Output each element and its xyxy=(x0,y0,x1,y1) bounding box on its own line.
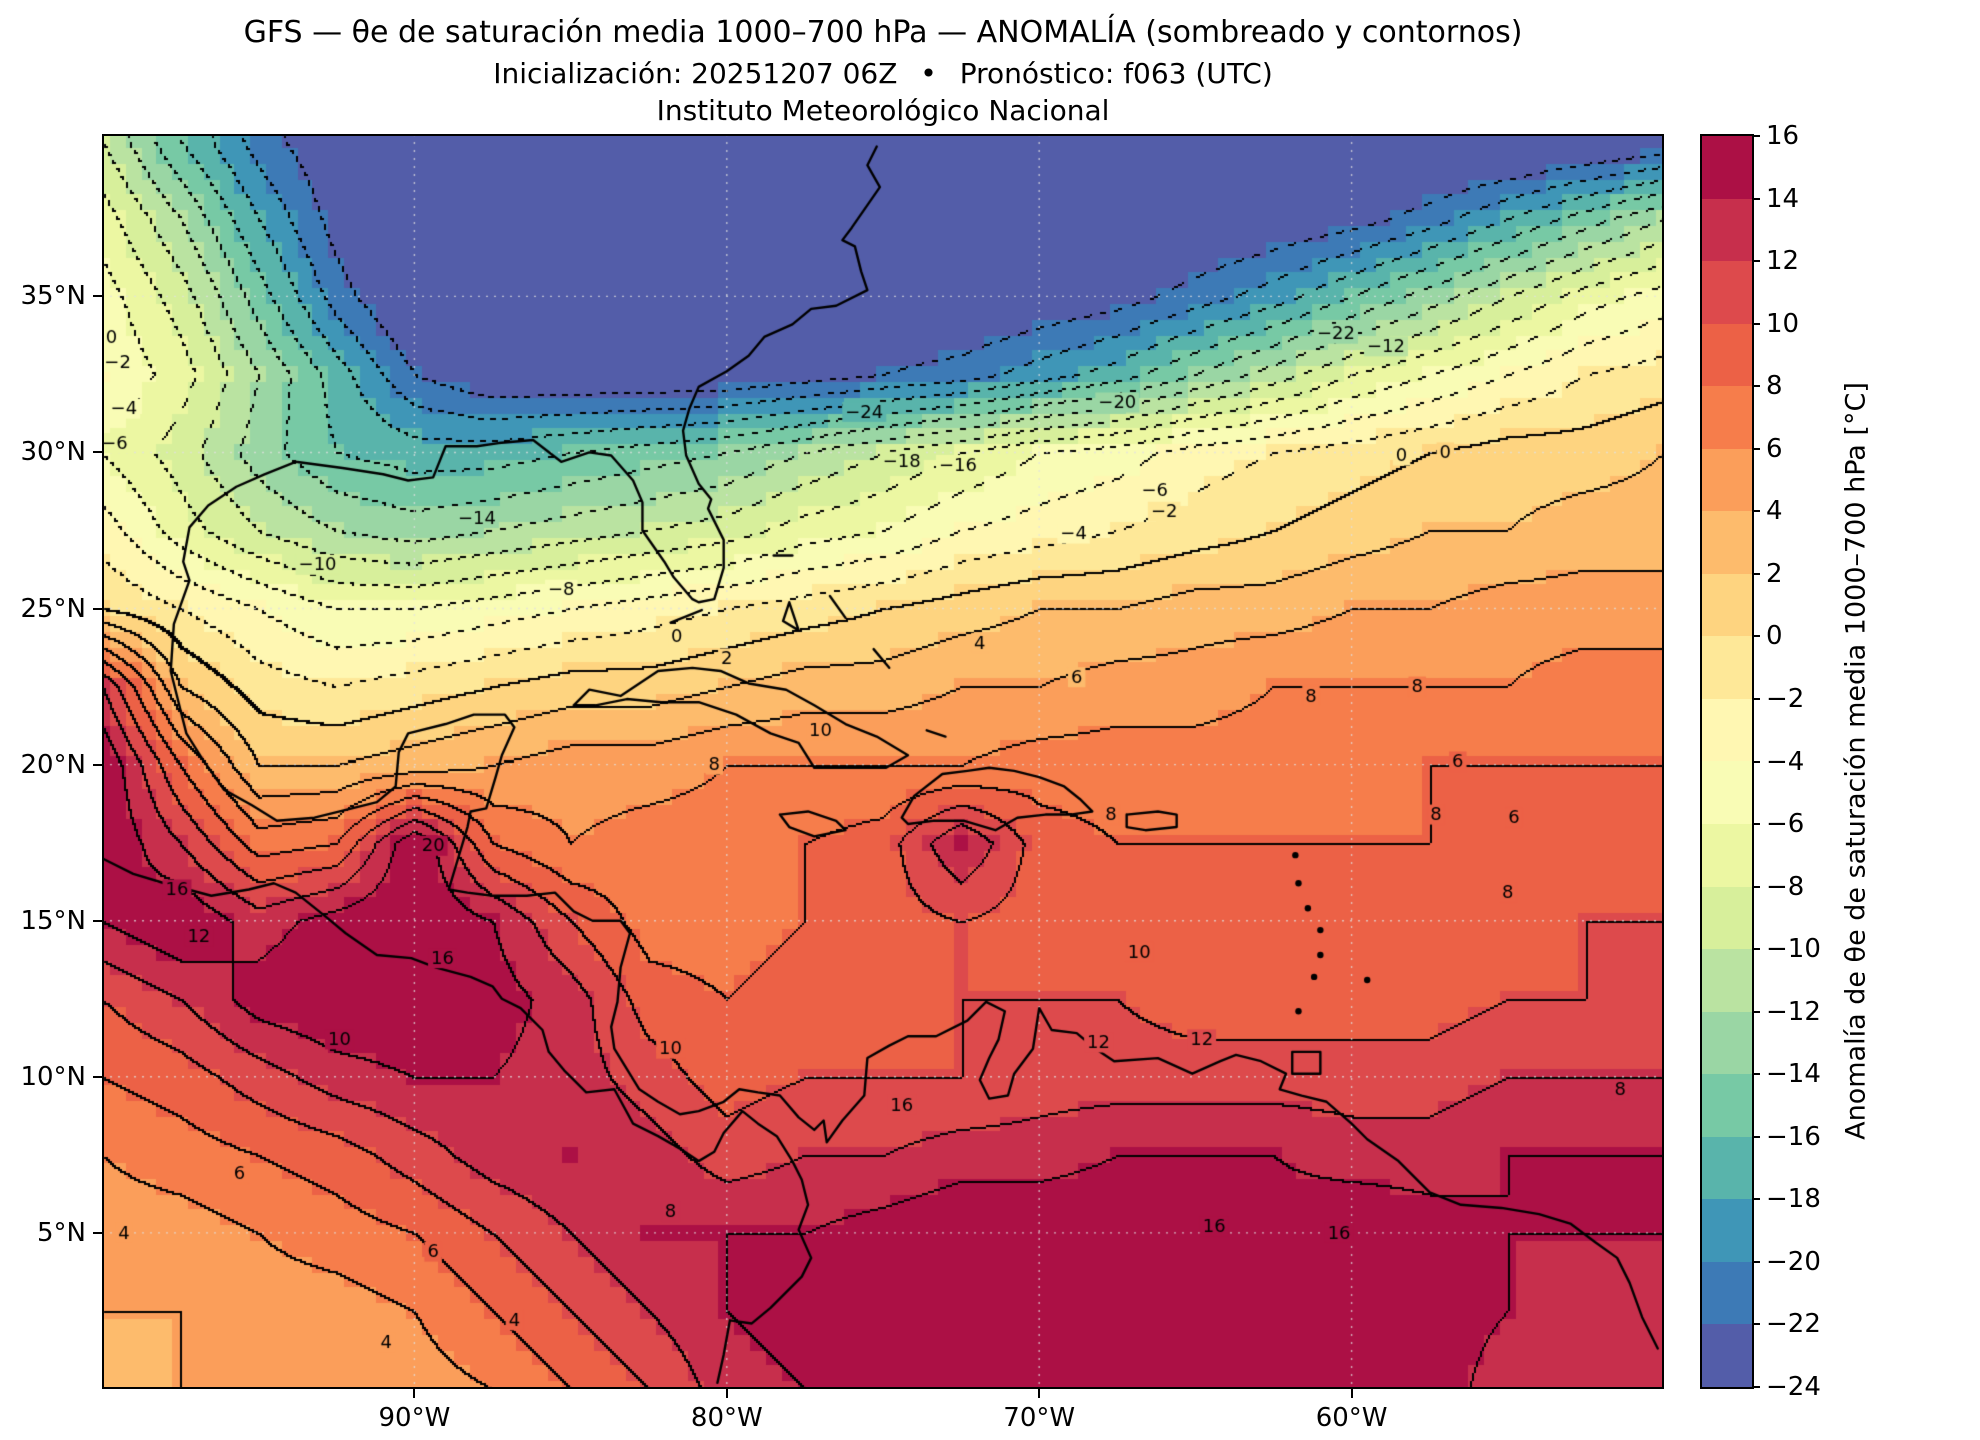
colorbar-tickmark xyxy=(1752,823,1760,826)
colorbar-swatch xyxy=(1702,1074,1752,1137)
colorbar-tick-label: 14 xyxy=(1766,183,1800,214)
colorbar-tick-label: 16 xyxy=(1766,121,1800,151)
colorbar-swatch xyxy=(1702,511,1752,574)
plot-subtitle: Inicialización: 20251207 06Z • Pronóstic… xyxy=(493,56,1273,90)
x-axis-tickmark xyxy=(725,1389,728,1398)
colorbar-swatch xyxy=(1702,136,1752,199)
colorbar-swatch xyxy=(1702,824,1752,887)
y-axis-tick-label: 30°N xyxy=(20,437,86,468)
colorbar-tickmark xyxy=(1752,1073,1760,1076)
colorbar-swatch xyxy=(1702,198,1752,262)
colorbar-tickmark xyxy=(1752,260,1760,263)
colorbar-swatch xyxy=(1702,698,1752,762)
y-axis-tickmark xyxy=(93,919,102,922)
colorbar-tickmark xyxy=(1752,885,1760,888)
x-axis-tickmark xyxy=(1038,1389,1041,1398)
x-axis-tick-label: 60°W xyxy=(1315,1403,1388,1433)
x-axis-tickmark xyxy=(413,1389,416,1398)
colorbar: 16 14 12 10 8 6 4 2 0 −2 −4 −6 −8 −10 −12 −14 −16 −18 −20 −… xyxy=(1700,121,1821,1402)
colorbar-tick-label: −12 xyxy=(1766,996,1821,1027)
colorbar-title: Anomalía de θe de saturación media 1000–… xyxy=(1840,382,1872,1140)
colorbar-tick-label: 6 xyxy=(1766,433,1783,464)
colorbar-tickmark xyxy=(1752,1135,1760,1138)
colorbar-tick-label: −10 xyxy=(1766,934,1821,965)
colorbar-tickmark xyxy=(1752,572,1760,575)
colorbar-swatch xyxy=(1702,573,1752,637)
colorbar-tick-label: −8 xyxy=(1766,871,1805,902)
colorbar-tickmark xyxy=(1752,635,1760,638)
colorbar-tickmark xyxy=(1752,760,1760,763)
y-axis-tickmark xyxy=(93,1231,102,1234)
colorbar-tick-label: −2 xyxy=(1766,683,1805,714)
colorbar-swatch xyxy=(1702,1261,1752,1325)
colorbar-swatch xyxy=(1702,761,1752,825)
y-axis-tick-label: 35°N xyxy=(20,281,86,312)
y-axis-tick-label: 20°N xyxy=(20,749,86,780)
colorbar-tick-label: −4 xyxy=(1766,746,1805,777)
colorbar-tick-label: 0 xyxy=(1766,621,1783,652)
colorbar-tickmark xyxy=(1752,1198,1760,1201)
colorbar-tickmark xyxy=(1752,1323,1760,1326)
colorbar-swatch xyxy=(1702,949,1752,1012)
colorbar-swatch xyxy=(1702,1011,1752,1075)
y-axis-tick-label: 10°N xyxy=(20,1061,86,1092)
colorbar-tickmark xyxy=(1752,1260,1760,1263)
y-axis-tickmark xyxy=(93,1075,102,1078)
colorbar-tickmark xyxy=(1752,385,1760,388)
colorbar-swatch xyxy=(1702,386,1752,449)
colorbar-tick-label: −20 xyxy=(1766,1246,1821,1277)
colorbar-tick-label: −18 xyxy=(1766,1184,1821,1215)
y-axis-tickmark xyxy=(93,763,102,766)
colorbar-tick-label: −16 xyxy=(1766,1121,1821,1152)
colorbar-tick-label: −6 xyxy=(1766,809,1805,840)
colorbar-tick-label: 4 xyxy=(1766,496,1783,527)
colorbar-tick-label: −24 xyxy=(1766,1372,1821,1402)
colorbar-tickmark xyxy=(1752,697,1760,700)
colorbar-tick-label: 8 xyxy=(1766,371,1783,402)
colorbar-tickmark xyxy=(1752,948,1760,951)
colorbar-tick-label: 2 xyxy=(1766,558,1783,589)
colorbar-tickmark xyxy=(1752,322,1760,325)
y-axis-tick-label: 5°N xyxy=(37,1217,86,1248)
colorbar-swatch xyxy=(1702,448,1752,512)
x-axis-tick-label: 80°W xyxy=(690,1403,763,1433)
x-axis-tick-label: 90°W xyxy=(378,1403,451,1433)
map-panel: 35°N 30°N 25°N 20°N 15°N 10°N 5°N 90°W 80°W 70°W 6… xyxy=(20,134,1664,1433)
colorbar-tick-label: −14 xyxy=(1766,1059,1821,1090)
colorbar-swatch xyxy=(1702,886,1752,950)
y-axis-tickmark xyxy=(93,295,102,298)
y-axis-tick-label: 15°N xyxy=(20,905,86,936)
colorbar-swatch xyxy=(1702,323,1752,387)
colorbar-tickmark xyxy=(1752,1010,1760,1013)
colorbar-tickmark xyxy=(1752,1386,1760,1388)
colorbar-tickmark xyxy=(1752,135,1760,137)
y-axis-tick-label: 25°N xyxy=(20,593,86,624)
colorbar-tick-label: −22 xyxy=(1766,1309,1821,1340)
plot-institution: Instituto Meteorológico Nacional xyxy=(656,93,1110,127)
colorbar-tickmark xyxy=(1752,510,1760,513)
colorbar-swatch xyxy=(1702,636,1752,699)
plot-title: GFS — θe de saturación media 1000–700 hP… xyxy=(243,15,1523,50)
title-block: GFS — θe de saturación media 1000–700 hP… xyxy=(102,14,1664,128)
colorbar-tick-label: 12 xyxy=(1766,246,1800,277)
colorbar-swatch xyxy=(1702,261,1752,324)
colorbar-tickmark xyxy=(1752,197,1760,200)
colorbar-swatch xyxy=(1702,1324,1752,1387)
colorbar-tickmark xyxy=(1752,447,1760,450)
x-axis-tick-label: 70°W xyxy=(1003,1403,1076,1433)
anomaly-map-canvas xyxy=(102,134,1664,1389)
colorbar-swatch xyxy=(1702,1199,1752,1262)
y-axis-tickmark xyxy=(93,607,102,610)
x-axis-tickmark xyxy=(1350,1389,1353,1398)
y-axis-tickmark xyxy=(93,451,102,454)
colorbar-tick-label: 10 xyxy=(1766,308,1800,339)
colorbar-swatch xyxy=(1702,1136,1752,1200)
